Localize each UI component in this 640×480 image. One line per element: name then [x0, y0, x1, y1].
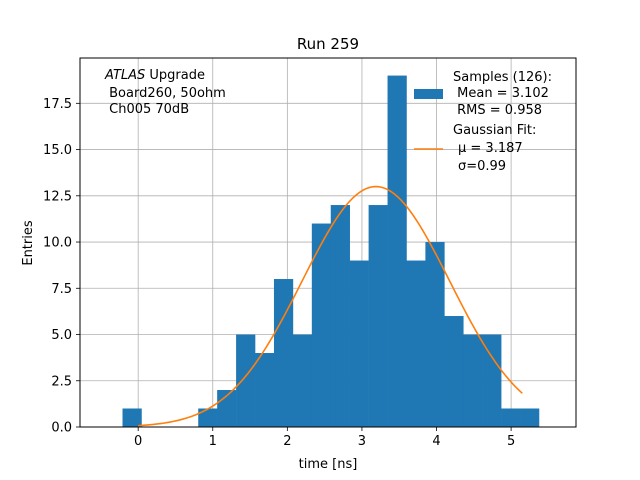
histogram-bar — [368, 205, 388, 427]
annotation-line-3: Ch005 70dB — [105, 102, 189, 117]
y-tick-label: 5.0 — [51, 328, 72, 343]
x-tick-label: 4 — [432, 434, 440, 449]
chart-title: Run 259 — [297, 35, 359, 53]
y-tick-label: 15.0 — [43, 143, 72, 158]
histogram-bars — [122, 75, 540, 428]
annotation-atlas: ATLAS — [104, 68, 145, 83]
x-axis-label: time [ns] — [299, 457, 358, 472]
histogram-bar — [122, 408, 142, 427]
legend-fit-line-1: Gaussian Fit: — [453, 123, 536, 138]
histogram-bar — [425, 242, 445, 427]
histogram-bar — [463, 334, 483, 427]
legend-samples-line-2: Mean = 3.102 — [453, 86, 549, 101]
legend-samples-line-3: RMS = 0.958 — [453, 103, 542, 118]
histogram-bar — [273, 279, 294, 427]
legend: Samples (126): Mean = 3.102 RMS = 0.958 … — [414, 70, 552, 174]
annotation-upgrade: Upgrade — [145, 68, 205, 83]
gaussian-fit — [138, 185, 523, 427]
y-tick-label: 0.0 — [51, 421, 72, 436]
y-tick-label: 10.0 — [43, 236, 72, 251]
x-tick-label: 2 — [283, 434, 291, 449]
histogram-bar — [520, 408, 540, 427]
fit-curve — [138, 185, 523, 427]
y-axis-ticks: 0.0 2.5 5.0 7.5 10.0 12.5 15.0 17.5 — [43, 97, 80, 436]
histogram-bar — [387, 75, 407, 428]
histogram-bar — [236, 334, 256, 427]
legend-fit-line-2: μ = 3.187 — [458, 141, 523, 156]
x-tick-label: 1 — [209, 434, 217, 449]
plot-frame — [79, 57, 577, 428]
x-tick-label: 0 — [134, 434, 142, 449]
histogram-bar — [406, 260, 426, 427]
histogram-bar — [444, 316, 464, 427]
x-axis-ticks: 0 1 2 3 4 5 — [134, 427, 515, 449]
legend-samples-line-1: Samples (126): — [453, 70, 552, 85]
y-tick-label: 7.5 — [51, 282, 72, 297]
histogram-bar — [330, 205, 350, 427]
legend-fit-line-3: σ=0.99 — [458, 159, 506, 174]
y-tick-label: 17.5 — [43, 97, 72, 112]
annotation-line-2: Board260, 50ohm — [105, 86, 226, 101]
legend-samples-swatch — [414, 89, 443, 99]
atlas-annotation: ATLAS Upgrade Board260, 50ohm Ch005 70dB — [104, 68, 226, 117]
y-tick-label: 12.5 — [43, 189, 72, 204]
histogram-bar — [501, 408, 521, 427]
histogram-bar — [311, 223, 332, 427]
histogram-bar — [198, 408, 218, 427]
y-axis-label: Entries — [21, 220, 36, 266]
x-tick-label: 5 — [507, 434, 515, 449]
x-tick-label: 3 — [358, 434, 366, 449]
histogram-bar — [482, 334, 502, 427]
annotation-line-1: ATLAS Upgrade — [104, 68, 205, 83]
histogram-bar — [292, 334, 313, 427]
y-tick-label: 2.5 — [51, 374, 72, 389]
histogram-bar — [255, 353, 275, 427]
histogram-bar — [349, 260, 369, 427]
